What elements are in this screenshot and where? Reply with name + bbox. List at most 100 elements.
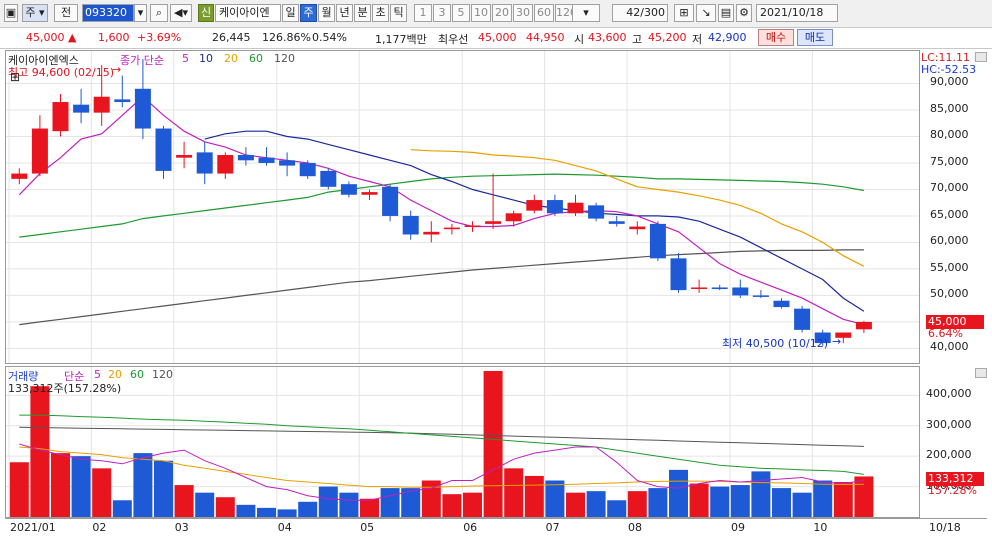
unit-60[interactable]: 60 <box>534 4 554 22</box>
volume-bar <box>566 492 585 517</box>
date-value: 2021/10/18 <box>760 6 824 19</box>
speaker-icon[interactable]: ◀▾ <box>170 4 192 22</box>
unit-5[interactable]: 5 <box>452 4 470 22</box>
count-input[interactable]: 42/300 <box>612 4 668 22</box>
open-label: 시 <box>574 33 585 46</box>
unit-10[interactable]: 10 <box>471 4 491 22</box>
expand-icon[interactable]: ⊞ <box>10 70 21 84</box>
best-ask: 45,000 <box>478 31 517 44</box>
volume-bar <box>174 485 194 517</box>
x-axis-label: 04 <box>277 521 292 534</box>
unit-1[interactable]: 1 <box>414 4 432 22</box>
lc-label: LC:11.11 <box>921 51 971 64</box>
save-icon[interactable]: ▤ <box>718 4 734 22</box>
high-label: 고 <box>632 33 643 46</box>
volume-vol_ma5-line <box>19 443 864 501</box>
volume-bar <box>854 476 874 517</box>
sell-button[interactable]: 매도 <box>797 29 833 46</box>
volume-bar <box>401 488 421 517</box>
volume-tick-label: 200,000 <box>926 448 972 462</box>
volume-bar <box>112 500 132 517</box>
volume-pane[interactable]: 거래량 단순 5 20 60 120 133,312주(157.28%) <box>5 366 920 518</box>
candle-body <box>114 99 131 103</box>
volume-vol_ma120-line <box>19 426 864 447</box>
volume-bar <box>154 460 173 517</box>
candle-body <box>567 202 584 214</box>
volume-bar <box>215 497 235 517</box>
volume-bar <box>421 480 441 517</box>
unit-30[interactable]: 30 <box>513 4 533 22</box>
code-dropdown-icon[interactable]: ▾ <box>134 4 147 22</box>
volume-bar <box>71 456 91 517</box>
buy-button[interactable]: 매수 <box>758 29 794 46</box>
volume-bar <box>689 483 709 517</box>
volume-chart[interactable] <box>6 367 919 517</box>
unit-3[interactable]: 3 <box>433 4 451 22</box>
ma-legend-20: 20 <box>224 52 238 65</box>
up-arrow-icon: ▲ <box>68 31 77 44</box>
volume-scroll-up-icon[interactable] <box>975 368 987 378</box>
date-input[interactable]: 2021/10/18 <box>756 4 838 22</box>
line-tool-icon[interactable]: ↘ <box>696 4 716 22</box>
candle-body <box>649 223 666 259</box>
price-legend-name: 케이아이엔엑스 <box>8 52 79 68</box>
period-6[interactable]: 틱 <box>390 4 407 22</box>
price-chart[interactable] <box>6 51 919 363</box>
candle-body <box>464 225 481 227</box>
x-axis-label: 07 <box>545 521 560 534</box>
mode-select[interactable]: 주 ▾ <box>22 4 48 22</box>
candle-body <box>752 295 769 297</box>
current-volume-pct: 157.28% <box>928 484 977 497</box>
price-tick-label: 90,000 <box>930 75 969 89</box>
x-axis-label: 2021/01 <box>10 521 56 534</box>
volume-bar <box>586 491 606 517</box>
price-tick-label: 70,000 <box>930 181 969 195</box>
gear-icon[interactable]: ⚙ <box>736 4 752 22</box>
candle-body <box>134 88 151 129</box>
prev-button[interactable]: 전 <box>54 4 78 22</box>
period-2[interactable]: 월 <box>318 4 335 22</box>
vol-ma-legend-120: 120 <box>152 368 173 381</box>
quote-bar: 45,000 ▲ 1,600 +3.69% 26,445 126.86% 0.5… <box>0 28 992 49</box>
candle-body <box>443 227 460 230</box>
hc-label: HC:-52.53 <box>921 63 977 76</box>
price-legend-ma: 종가 단순 <box>120 54 164 67</box>
candle-body <box>711 287 728 290</box>
vol-ma-legend-60: 60 <box>130 368 144 381</box>
candle-body <box>505 213 522 222</box>
bar-tool-icon[interactable]: ⊞ <box>674 4 694 22</box>
best-bid: 44,950 <box>526 31 565 44</box>
color-box-icon[interactable]: ▣ <box>4 4 18 22</box>
open-value: 43,600 <box>588 31 627 44</box>
period-3[interactable]: 년 <box>336 4 353 22</box>
price-tick-label: 85,000 <box>930 101 969 115</box>
price-tick-label: 50,000 <box>930 287 969 301</box>
unit-dropdown[interactable]: ▾ <box>572 4 600 22</box>
unit-20[interactable]: 20 <box>492 4 512 22</box>
search-icon[interactable]: ⌕ <box>150 4 168 22</box>
code-input[interactable]: 093320 <box>82 4 134 22</box>
volume-bar <box>833 482 853 517</box>
volume-vol_ma60-line <box>19 414 864 475</box>
x-axis-label: 08 <box>628 521 642 534</box>
period-1[interactable]: 주 <box>300 4 317 22</box>
low-value: 42,900 <box>708 31 747 44</box>
volume-tick-label: 300,000 <box>926 417 972 431</box>
volume-vol_ma20-line <box>19 446 864 488</box>
x-axis-label: 05 <box>360 521 375 534</box>
volume-bar <box>298 501 318 517</box>
period-0[interactable]: 일 <box>282 4 299 22</box>
period-5[interactable]: 초 <box>372 4 389 22</box>
price-scroll-up-icon[interactable] <box>975 52 987 62</box>
volume-bar <box>195 492 215 517</box>
period-4[interactable]: 분 <box>354 4 371 22</box>
price-pane[interactable]: 케이아이엔엑스 종가 단순 5 10 20 60 120 최고 94,600 (02/1… <box>5 50 920 364</box>
candle-body <box>773 300 790 308</box>
price-axis[interactable]: LC:11.11 HC:-52.53 90,000 85,000 80,000 75,… <box>920 50 986 364</box>
vol-ma-legend-5: 5 <box>94 368 101 381</box>
volume-bar <box>92 468 112 517</box>
candle-body <box>402 215 419 235</box>
candle-body <box>608 221 625 224</box>
candle-body <box>794 308 811 330</box>
